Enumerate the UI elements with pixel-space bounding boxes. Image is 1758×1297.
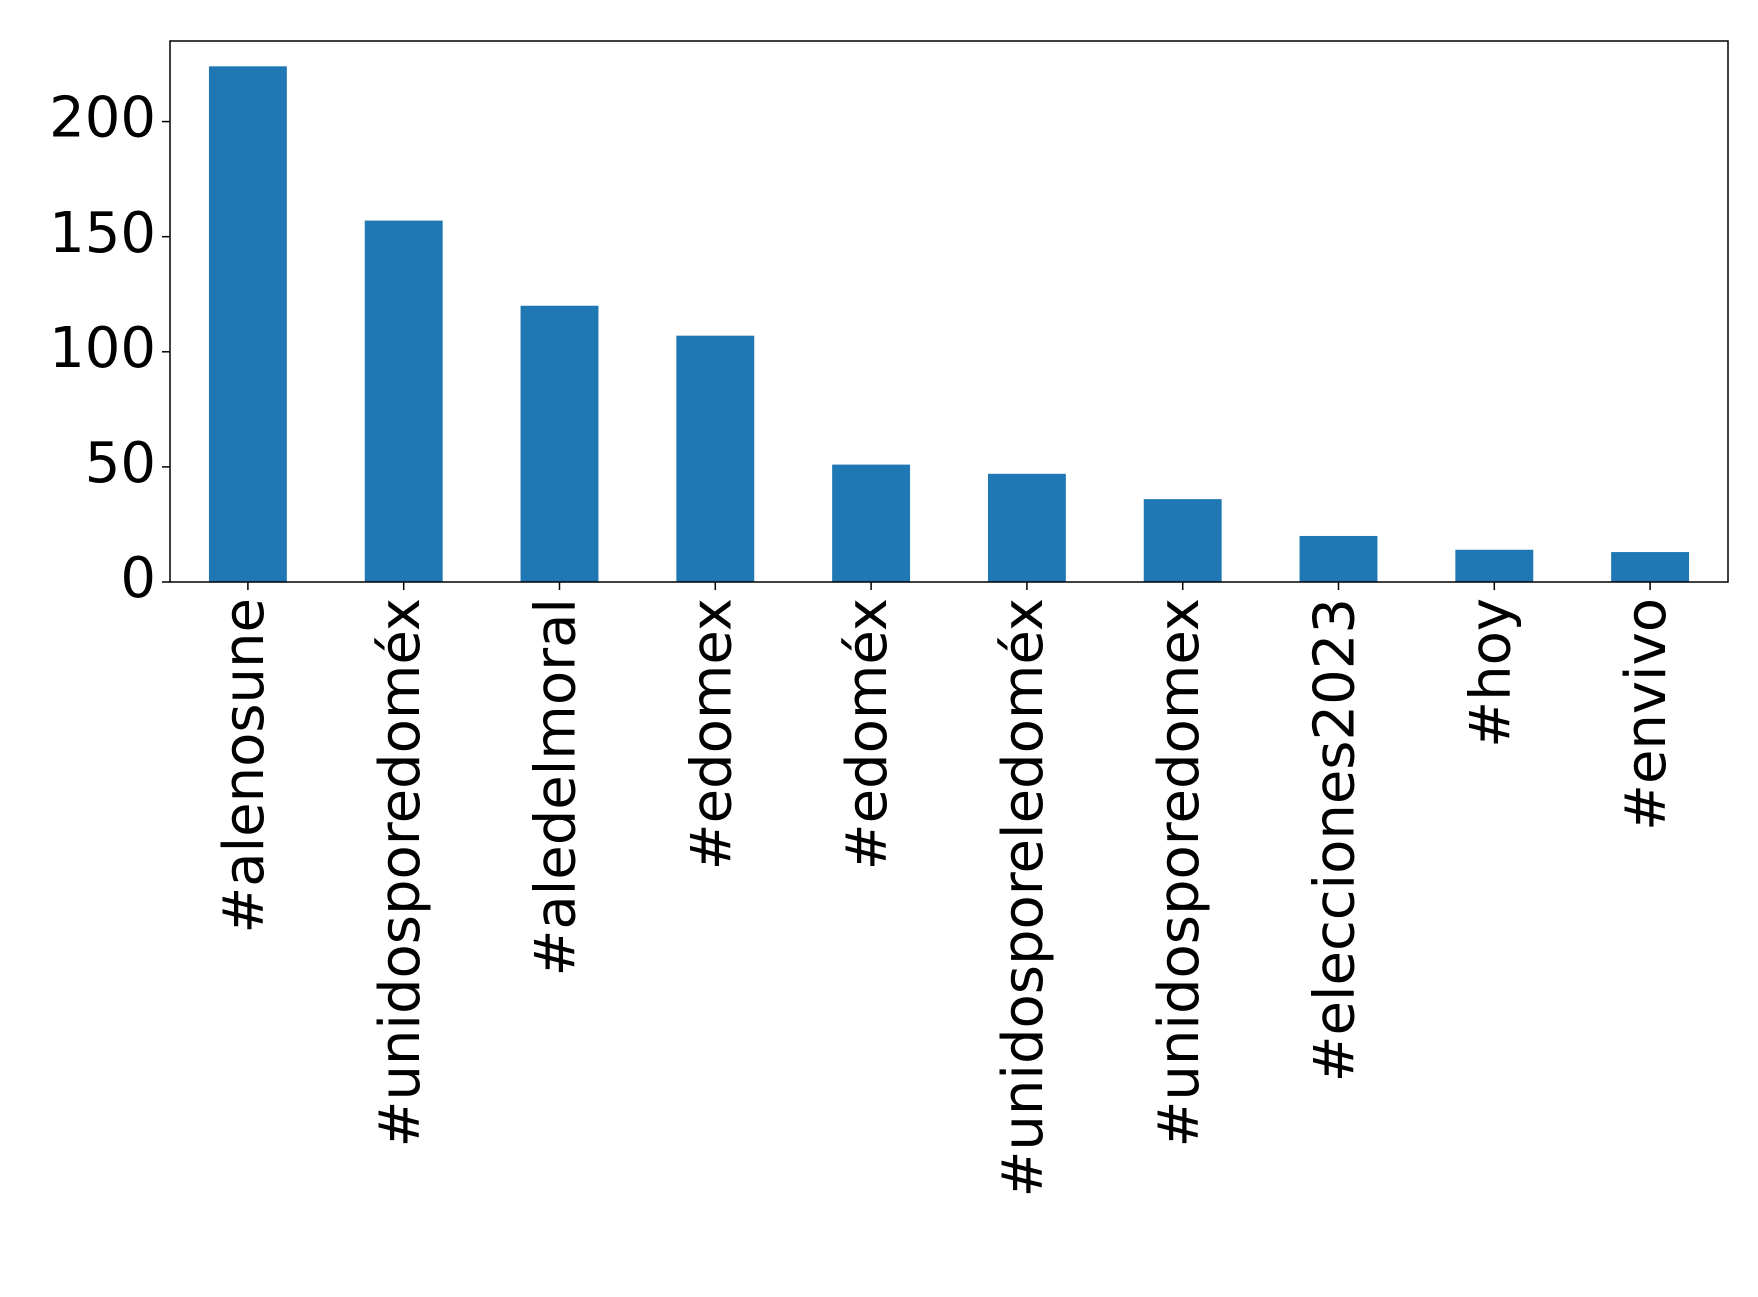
x-tick-label: #aledelmoral [524, 598, 589, 977]
x-tick-label: #unidosporedoméx [368, 598, 433, 1147]
bar [987, 473, 1066, 582]
bar [1143, 499, 1222, 582]
plot-frame [169, 40, 1729, 583]
y-tick-label: 50 [85, 431, 156, 496]
bar [1611, 552, 1690, 582]
x-tick-label: #alenosune [212, 598, 277, 934]
x-tick-label: #envivo [1614, 598, 1679, 831]
y-tick-label: 0 [120, 546, 156, 611]
bar [676, 335, 755, 582]
x-tick-label: #unidosporeledoméx [991, 598, 1056, 1197]
bar [364, 220, 443, 582]
x-tick-label: #unidosporedomex [1147, 598, 1212, 1147]
bar [1455, 549, 1534, 582]
bar [832, 464, 911, 582]
bar [520, 305, 599, 582]
bar [208, 66, 287, 582]
x-tick-label: #elecciones2023 [1303, 598, 1368, 1082]
x-tick-label: #hoy [1458, 598, 1523, 748]
y-tick-label: 200 [49, 86, 156, 151]
x-tick-label: #edoméx [835, 598, 900, 870]
x-tick-label: #edomex [679, 598, 744, 870]
y-tick-label: 100 [49, 316, 156, 381]
bar [1299, 535, 1378, 582]
y-tick-label: 150 [49, 201, 156, 266]
